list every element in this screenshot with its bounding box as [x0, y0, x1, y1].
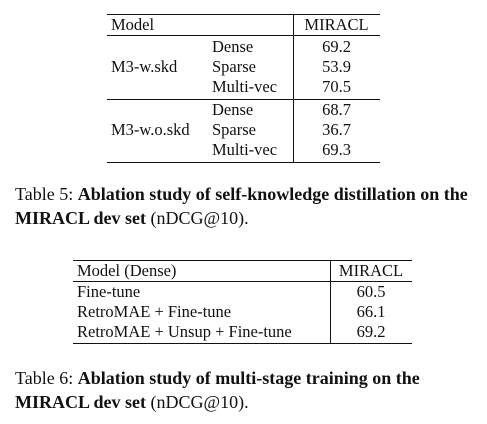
- score-value: 69.2: [356, 322, 386, 341]
- score-value: 53.9: [322, 57, 351, 76]
- header-metric: MIRACL: [338, 261, 404, 280]
- header-model: Model (Dense): [77, 261, 177, 280]
- score-value: 36.7: [322, 120, 351, 139]
- caption-rest: (nDCG@10).: [146, 208, 249, 228]
- score-value: 70.5: [322, 77, 351, 96]
- method-label: Multi-vec: [212, 77, 278, 96]
- score-value: 60.5: [356, 282, 386, 301]
- method-label: Dense: [212, 37, 254, 56]
- group-model-label: M3-w.o.skd: [111, 120, 190, 139]
- table-6-caption: Table 6: Ablation study of multi-stage t…: [15, 366, 477, 414]
- header-rule: [107, 35, 380, 36]
- group-rule: [107, 99, 380, 100]
- score-value: 68.7: [322, 100, 351, 119]
- table-row-name: RetroMAE + Fine-tune: [77, 302, 232, 321]
- table-row-name: Fine-tune: [77, 282, 141, 301]
- score-value: 69.2: [322, 37, 351, 56]
- table-row-name: RetroMAE + Unsup + Fine-tune: [77, 322, 292, 341]
- caption-bold: Ablation study of multi-stage training o…: [15, 368, 420, 412]
- header-model: Model: [111, 15, 155, 34]
- score-value: 69.3: [322, 140, 351, 159]
- caption-rest: (nDCG@10).: [146, 392, 249, 412]
- score-value: 66.1: [356, 302, 386, 321]
- method-label: Dense: [212, 100, 254, 119]
- method-label: Sparse: [212, 57, 256, 76]
- group-model-label: M3-w.skd: [111, 57, 178, 76]
- method-label: Multi-vec: [212, 140, 278, 159]
- header-metric: MIRACL: [304, 15, 369, 34]
- method-label: Sparse: [212, 120, 256, 139]
- header-rule: [73, 281, 412, 282]
- caption-label: Table 5:: [15, 184, 78, 204]
- column-divider: [330, 261, 331, 343]
- caption-label: Table 6:: [15, 368, 78, 388]
- caption-bold: Ablation study of self-knowledge distill…: [15, 184, 468, 228]
- table-5: Model MIRACL M3-w.skd Dense 69.2 Sparse …: [107, 14, 380, 163]
- table-6: Model (Dense) MIRACL Fine-tune 60.5 Retr…: [73, 260, 412, 344]
- column-divider: [293, 15, 294, 162]
- table-5-caption: Table 5: Ablation study of self-knowledg…: [15, 182, 477, 230]
